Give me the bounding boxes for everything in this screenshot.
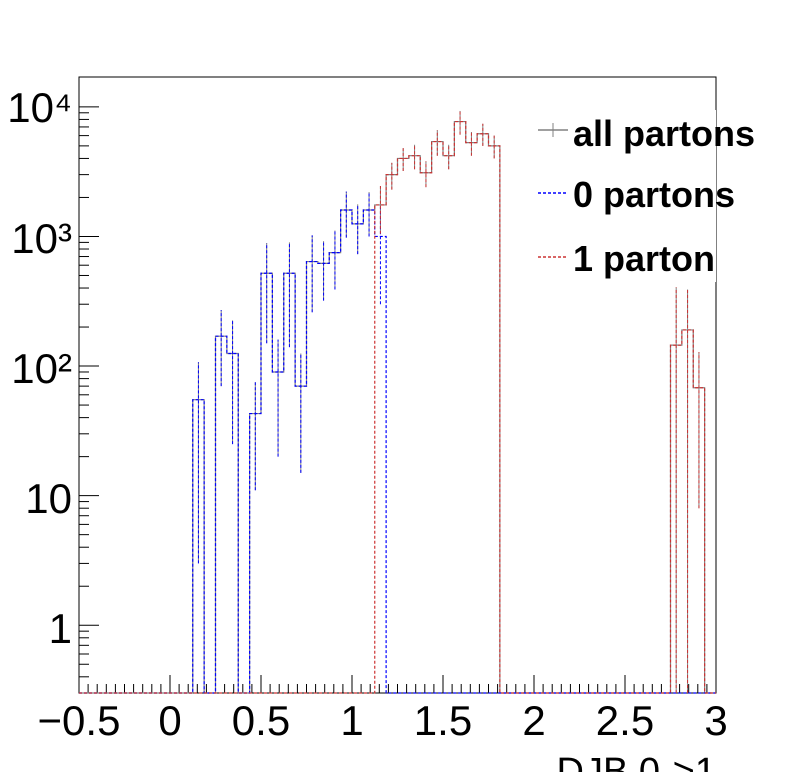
x-tick-label: −0.5 <box>38 697 121 744</box>
legend-label-all-partons: all partons <box>573 113 755 154</box>
x-tick-label: 2.5 <box>596 697 654 744</box>
series-1-parton <box>79 110 716 694</box>
y-tick-label: 10³ <box>11 215 72 262</box>
x-axis-title: DJB 0->1 <box>557 751 716 772</box>
x-tick-labels: −0.5 0 0.5 1 1.5 2 2.5 3 <box>38 697 728 744</box>
legend-background <box>535 110 716 282</box>
y-tick-label: 1 <box>49 605 72 652</box>
x-tick-label: 2 <box>522 697 545 744</box>
histogram-steps <box>79 209 716 694</box>
x-tick-label: 0 <box>158 697 181 744</box>
legend: all partons 0 partons 1 parton <box>535 110 755 282</box>
y-tick-label: 10² <box>11 345 72 392</box>
histogram-steps <box>79 120 716 694</box>
legend-label-0-partons: 0 partons <box>573 174 735 215</box>
series-layer <box>79 110 716 694</box>
x-tick-label: 3 <box>704 697 727 744</box>
x-tick-label: 1 <box>340 697 363 744</box>
minor-ticks <box>78 106 717 694</box>
y-tick-label: 10⁴ <box>7 84 72 131</box>
x-tick-label: 0.5 <box>232 697 290 744</box>
y-tick-label: 10 <box>25 475 72 522</box>
x-tick-label: 1.5 <box>414 697 472 744</box>
legend-label-1-parton: 1 parton <box>573 238 715 279</box>
y-tick-labels: 1 10 10² 10³ 10⁴ <box>7 84 72 652</box>
